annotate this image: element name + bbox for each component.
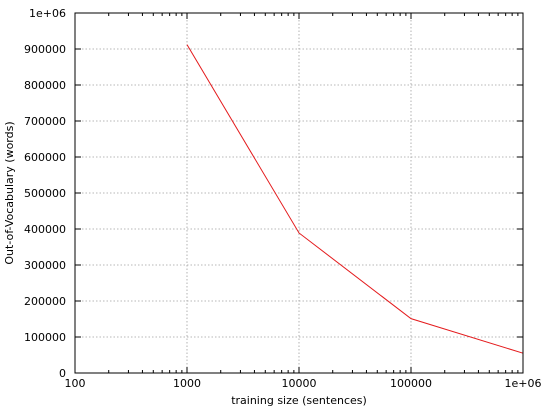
y-tick-label: 600000 <box>24 151 66 164</box>
x-axis-label: training size (sentences) <box>231 394 367 407</box>
y-tick-label: 1e+06 <box>29 7 66 20</box>
x-tick-label: 100 <box>65 377 86 390</box>
x-tick-label: 10000 <box>282 377 317 390</box>
y-tick-label: 100000 <box>24 331 66 344</box>
y-tick-label: 700000 <box>24 115 66 128</box>
grid-lines <box>75 13 523 373</box>
y-tick-label: 800000 <box>24 79 66 92</box>
y-tick-label: 300000 <box>24 259 66 272</box>
axis-ticks <box>74 12 524 374</box>
x-tick-label: 1e+06 <box>505 377 542 390</box>
x-tick-label: 100000 <box>390 377 432 390</box>
series-line <box>186 44 524 354</box>
y-tick-label: 0 <box>59 367 66 380</box>
y-tick-label: 200000 <box>24 295 66 308</box>
tick-labels: 0 100000 200000 300000 400000 500000 600000 700… <box>24 7 541 390</box>
x-tick-label: 1000 <box>173 377 201 390</box>
y-tick-label: 900000 <box>24 43 66 56</box>
series-layer <box>186 44 524 354</box>
y-axis-label: Out-of-Vocabulary (words) <box>3 121 16 264</box>
y-tick-label: 400000 <box>24 223 66 236</box>
y-tick-label: 500000 <box>24 187 66 200</box>
